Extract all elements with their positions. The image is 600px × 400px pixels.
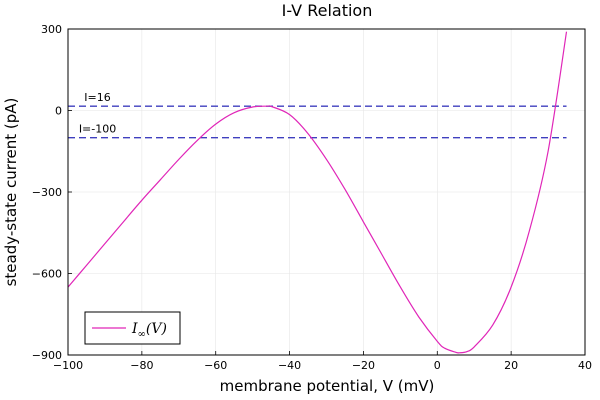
y-tick-label: −300 [32,186,62,199]
legend: I∞(V) [84,311,181,345]
x-tick-label: −60 [204,359,227,372]
x-tick-label: −20 [352,359,375,372]
y-tick-label: 300 [41,23,62,36]
y-tick-label: −600 [32,268,62,281]
x-axis-ticks: −100 −80 −60 −40 −20 0 20 40 [53,351,592,372]
annotations: I=16 I=-100 [79,91,116,136]
legend-entry: I∞(V) [131,321,167,340]
y-tick-label: −900 [32,349,62,362]
x-tick-label: −100 [53,359,83,372]
x-tick-label: −80 [130,359,153,372]
reference-lines [68,105,567,139]
grid [67,28,586,356]
x-tick-label: 20 [504,359,518,372]
x-axis-title: membrane potential, V (mV) [220,377,435,395]
y-axis-title: steady-state current (pA) [2,98,20,287]
x-tick-label: −40 [278,359,301,372]
x-tick-label: 0 [434,359,441,372]
y-tick-label: 0 [55,105,62,118]
hline-label-1: I=-100 [79,123,116,136]
chart-title: I-V Relation [282,1,373,20]
series-line-iinf [67,31,568,354]
hline-label-0: I=16 [84,91,110,104]
x-tick-label: 40 [578,359,592,372]
y-axis-ticks: −900 −600 −300 0 300 [32,23,72,362]
